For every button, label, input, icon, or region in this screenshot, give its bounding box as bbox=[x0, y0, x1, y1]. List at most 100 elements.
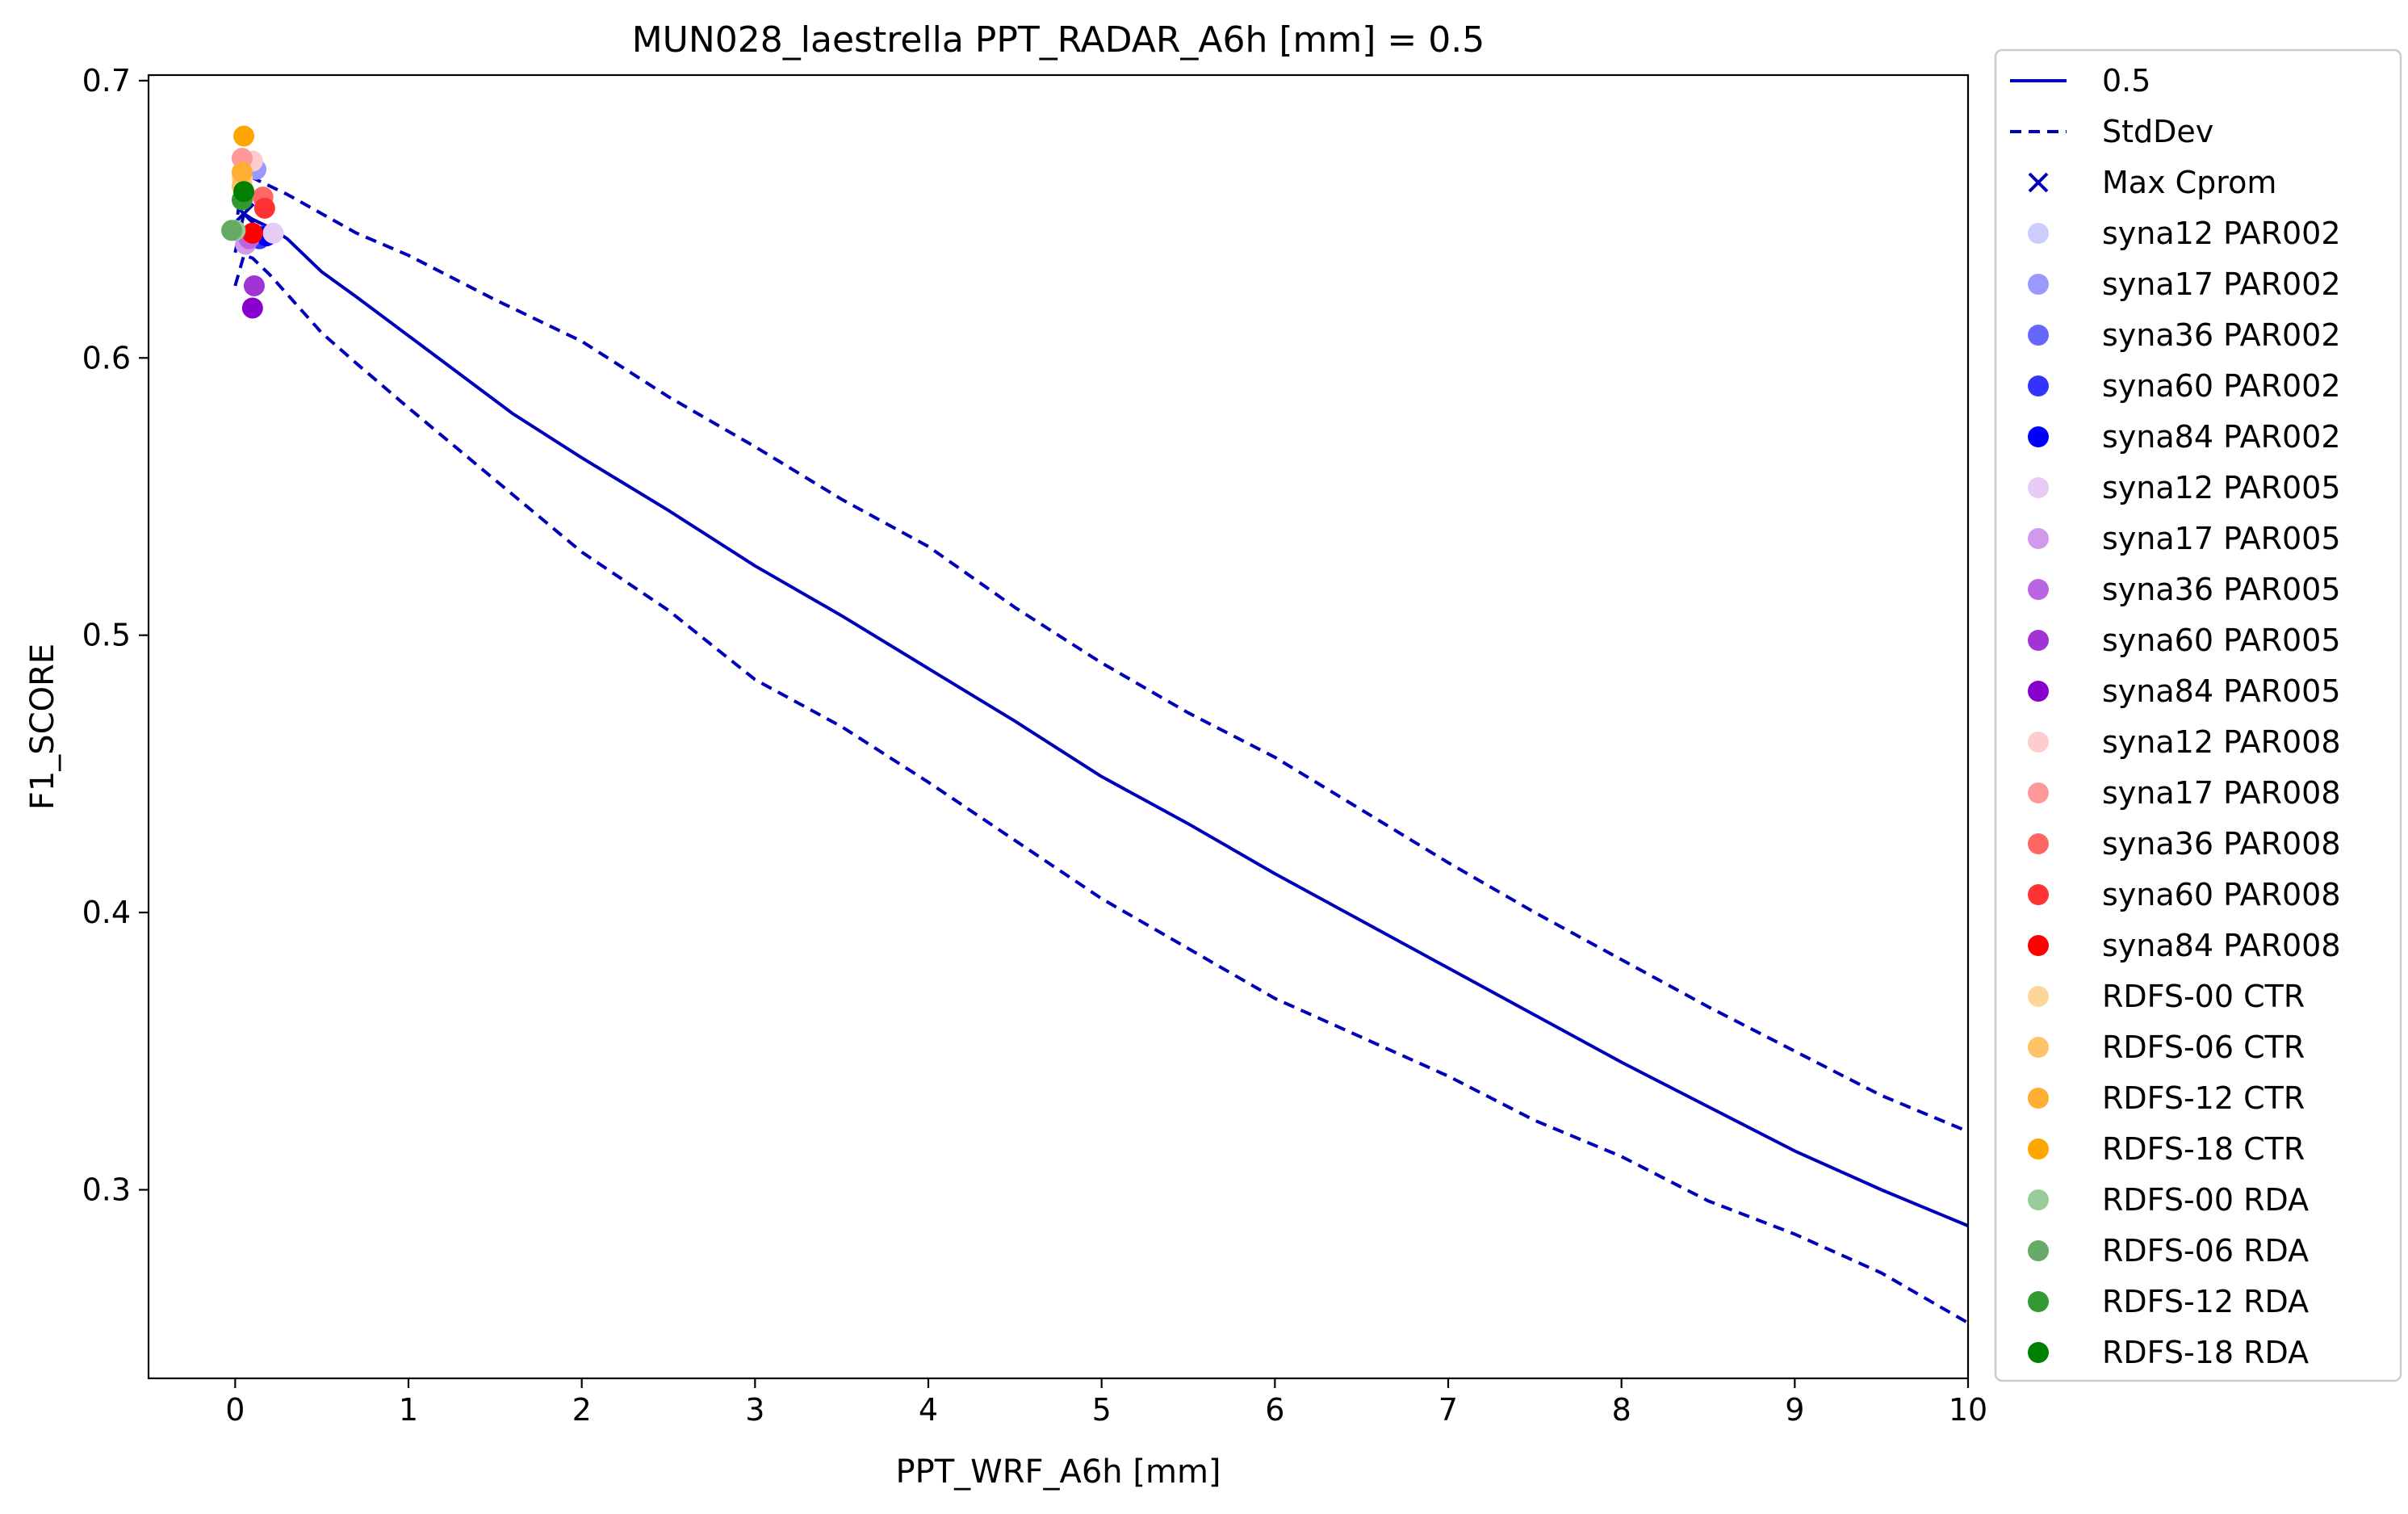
legend-item-syna60-par002: syna60 PAR002 bbox=[2028, 368, 2341, 404]
x-tick-label: 8 bbox=[1612, 1392, 1631, 1428]
legend-label: RDFS-00 CTR bbox=[2102, 979, 2305, 1014]
legend-swatch bbox=[2028, 223, 2049, 244]
plot-frame bbox=[147, 73, 1970, 1380]
legend-label: syna84 PAR005 bbox=[2102, 673, 2341, 709]
legend-swatch bbox=[2028, 1240, 2049, 1261]
legend-swatch bbox=[2028, 477, 2049, 498]
legend-label: syna84 PAR002 bbox=[2102, 419, 2341, 455]
legend-label: syna36 PAR008 bbox=[2102, 826, 2341, 862]
x-tick-label: 7 bbox=[1439, 1392, 1458, 1428]
legend-swatch bbox=[2028, 935, 2049, 956]
legend-item-max-cprom: Max Cprom bbox=[2028, 165, 2276, 200]
legend-label: RDFS-12 CTR bbox=[2102, 1080, 2305, 1116]
legend-swatch bbox=[2028, 732, 2049, 753]
legend-item-syna60-par008: syna60 PAR008 bbox=[2028, 877, 2341, 912]
legend-swatch bbox=[2028, 630, 2049, 651]
legend-label: syna84 PAR008 bbox=[2102, 928, 2341, 963]
legend-swatch bbox=[2028, 1291, 2049, 1312]
axis-ticks: 0 1 2 3 4 5 6 7 8 9 10 0.3 0.4 0.5 0.6 0.7 bbox=[82, 63, 1988, 1428]
chart-title: MUN028_laestrella PPT_RADAR_A6h [mm] = 0… bbox=[632, 19, 1485, 61]
legend-swatch bbox=[2028, 782, 2049, 803]
x-tick-label: 0 bbox=[225, 1392, 245, 1428]
y-axis-title: F1_SCORE bbox=[24, 644, 61, 810]
x-tick-label: 3 bbox=[745, 1392, 764, 1428]
x-tick-label: 9 bbox=[1785, 1392, 1804, 1428]
marker-rdfs-12-ctr bbox=[231, 161, 253, 183]
legend-label: syna60 PAR008 bbox=[2102, 877, 2341, 912]
legend-items: 0.5 StdDev Max Cprom syna12 PAR002 syna17 PA… bbox=[2010, 63, 2341, 1370]
legend-label: syna60 PAR002 bbox=[2102, 368, 2341, 404]
legend-swatch bbox=[2028, 833, 2049, 854]
x-tick-label: 4 bbox=[919, 1392, 938, 1428]
legend-item-syna12-par005: syna12 PAR005 bbox=[2028, 470, 2341, 505]
x-tick-label: 10 bbox=[1949, 1392, 1987, 1428]
legend-swatch bbox=[2028, 426, 2049, 447]
legend-swatch bbox=[2028, 1342, 2049, 1363]
legend-item-rdfs-18-rda: RDFS-18 RDA bbox=[2028, 1335, 2309, 1370]
legend-item-syna17-par002: syna17 PAR002 bbox=[2028, 266, 2341, 302]
legend-item-rdfs-06-rda: RDFS-06 RDA bbox=[2028, 1233, 2309, 1269]
legend-item-syna36-par008: syna36 PAR008 bbox=[2028, 826, 2341, 862]
legend-label: syna17 PAR005 bbox=[2102, 521, 2341, 556]
y-tick-label: 0.3 bbox=[82, 1172, 131, 1207]
x-tick-label: 5 bbox=[1092, 1392, 1112, 1428]
legend-swatch bbox=[2028, 579, 2049, 600]
legend-label: RDFS-18 CTR bbox=[2102, 1131, 2305, 1167]
legend-item-rdfs-12-rda: RDFS-12 RDA bbox=[2028, 1284, 2309, 1319]
marker-rdfs-18-rda bbox=[233, 181, 255, 203]
x-axis-title: PPT_WRF_A6h [mm] bbox=[895, 1453, 1221, 1491]
legend-swatch bbox=[2028, 375, 2049, 396]
legend-label: 0.5 bbox=[2102, 63, 2150, 99]
legend-label: StdDev bbox=[2102, 114, 2213, 149]
legend-label: RDFS-06 RDA bbox=[2102, 1233, 2309, 1269]
legend-label: syna17 PAR008 bbox=[2102, 775, 2341, 811]
legend-swatch bbox=[2028, 1189, 2049, 1210]
legend-swatch bbox=[2028, 325, 2049, 346]
x-tick-label: 6 bbox=[1265, 1392, 1284, 1428]
legend-label: RDFS-12 RDA bbox=[2102, 1284, 2309, 1319]
marker-syna84-par005 bbox=[241, 297, 263, 319]
legend-label: syna36 PAR002 bbox=[2102, 317, 2341, 353]
marker-syna12-par005 bbox=[262, 222, 284, 244]
legend-item-syna12-par002: syna12 PAR002 bbox=[2028, 216, 2341, 251]
marker-rdfs-06-rda bbox=[221, 220, 243, 241]
legend-item-rdfs-00-rda: RDFS-00 RDA bbox=[2028, 1182, 2309, 1218]
x-tick-label: 2 bbox=[572, 1392, 592, 1428]
legend-item-syna36-par005: syna36 PAR005 bbox=[2028, 572, 2341, 607]
legend-label: RDFS-18 RDA bbox=[2102, 1335, 2309, 1370]
legend-item-stddev: StdDev bbox=[2010, 114, 2213, 149]
legend-frame bbox=[1994, 48, 2402, 1382]
legend-item-rdfs-06-ctr: RDFS-06 CTR bbox=[2028, 1030, 2305, 1065]
legend-item-rdfs-12-ctr: RDFS-12 CTR bbox=[2028, 1080, 2305, 1116]
legend-label: syna17 PAR002 bbox=[2102, 266, 2341, 302]
legend-label: syna36 PAR005 bbox=[2102, 572, 2341, 607]
legend-item-syna60-par005: syna60 PAR005 bbox=[2028, 623, 2341, 658]
legend-label: RDFS-06 CTR bbox=[2102, 1030, 2305, 1065]
legend-item-rdfs-00-ctr: RDFS-00 CTR bbox=[2028, 979, 2305, 1014]
legend-item-syna84-par002: syna84 PAR002 bbox=[2028, 419, 2341, 455]
legend-swatch bbox=[2028, 681, 2049, 702]
series-line-stddev bbox=[233, 167, 1968, 1134]
legend-item-syna84-par008: syna84 PAR008 bbox=[2028, 928, 2341, 963]
legend-swatch bbox=[2028, 884, 2049, 905]
legend-item-syna36-par002: syna36 PAR002 bbox=[2028, 317, 2341, 353]
legend-label: Max Cprom bbox=[2102, 165, 2276, 200]
legend-label: syna12 PAR005 bbox=[2102, 470, 2341, 505]
series-line-0-5 bbox=[233, 212, 1968, 1227]
plot-area bbox=[221, 125, 1968, 1325]
y-tick-label: 0.4 bbox=[82, 895, 131, 930]
legend-label: syna60 PAR005 bbox=[2102, 623, 2341, 658]
x-tick-label: 1 bbox=[399, 1392, 418, 1428]
legend-item-syna17-par005: syna17 PAR005 bbox=[2028, 521, 2341, 556]
legend-item-syna17-par008: syna17 PAR008 bbox=[2028, 775, 2341, 811]
legend: 0.5 StdDev Max Cprom syna12 PAR002 syna17 PA… bbox=[1994, 48, 2402, 1382]
marker-rdfs-18-ctr bbox=[233, 125, 255, 147]
legend-swatch bbox=[2028, 1088, 2049, 1109]
y-tick-label: 0.5 bbox=[82, 618, 131, 653]
marker-syna60-par008 bbox=[253, 197, 275, 219]
legend-swatch bbox=[2028, 172, 2049, 193]
legend-label: syna12 PAR002 bbox=[2102, 216, 2341, 251]
y-tick-label: 0.6 bbox=[82, 340, 131, 375]
